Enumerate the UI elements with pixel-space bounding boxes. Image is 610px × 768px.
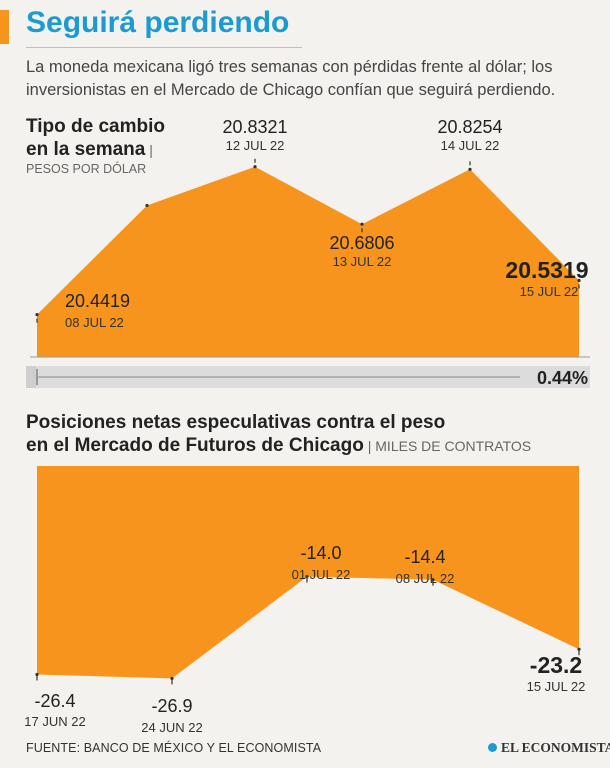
title-separator: |: [363, 438, 376, 454]
chart2-title-line2: en el Mercado de Futuros de Chicago: [26, 435, 364, 456]
positions-value: -14.4: [404, 547, 445, 567]
positions-date: 08 JUL 22: [396, 571, 455, 586]
exchange-rate-date: 12 JUL 22: [226, 138, 285, 153]
positions-date: 15 JUL 22: [527, 679, 586, 694]
change-bar-fill: [26, 366, 36, 388]
chart2-title: Posiciones netas especulativas contra el…: [26, 411, 531, 458]
exchange-rate-point: [468, 167, 472, 171]
page-title: Seguirá perdiendo: [26, 6, 290, 39]
positions-date: 24 JUN 22: [141, 720, 202, 735]
logo-text: EL ECONOMISTA: [501, 740, 610, 755]
chart1-title-line2: en la semana: [26, 139, 146, 160]
exchange-rate-area: [37, 166, 579, 357]
chart1-units: PESOS POR DÓLAR: [26, 162, 147, 176]
chart2-title-line1: Posiciones netas especulativas contra el…: [26, 412, 446, 433]
chart2-units: MILES DE CONTRATOS: [375, 438, 532, 454]
exchange-rate-date: 13 JUL 22: [333, 254, 392, 269]
positions-value: -26.4: [34, 691, 75, 711]
exchange-rate-value: 20.4419: [65, 291, 130, 311]
exchange-rate-date: 15 JUL 22: [520, 284, 579, 299]
change-value: 0.44%: [537, 368, 588, 388]
exchange-rate-value: 20.5319: [505, 257, 588, 283]
accent-bar: [0, 10, 9, 44]
logo-icon: [488, 743, 497, 752]
positions-date: 17 JUN 22: [24, 714, 85, 729]
positions-value: -14.0: [300, 543, 341, 563]
exchange-rate-value: 20.6806: [329, 233, 394, 253]
exchange-rate-point: [35, 313, 39, 317]
subtitle: La moneda mexicana ligó tres semanas con…: [26, 58, 556, 99]
exchange-rate-date: 08 JUL 22: [65, 315, 124, 330]
title-divider: [26, 47, 302, 48]
source-note: FUENTE: BANCO DE MÉXICO Y EL ECONOMISTA: [26, 741, 322, 755]
positions-point: [170, 676, 174, 681]
change-bar: 0.44%: [26, 366, 590, 388]
positions-value: -23.2: [530, 652, 582, 678]
exchange-rate-value: 20.8321: [222, 117, 287, 137]
exchange-rate-point: [577, 278, 581, 283]
title-separator: |: [145, 142, 153, 158]
exchange-rate-point: [145, 203, 149, 208]
positions-point: [35, 672, 39, 677]
publisher-logo: EL ECONOMISTA: [488, 740, 610, 756]
positions-point: [431, 578, 435, 582]
positions-point: [305, 574, 309, 579]
exchange-rate-value: 20.8254: [437, 117, 502, 137]
chart1-title-line1: Tipo de cambio: [26, 116, 166, 137]
chart1-title: Tipo de cambio en la semana |: [26, 115, 165, 162]
positions-point: [577, 647, 581, 651]
positions-date: 01 JUL 22: [292, 567, 351, 582]
positions-value: -26.9: [151, 696, 192, 716]
exchange-rate-point: [360, 222, 364, 226]
exchange-rate-date: 14 JUL 22: [441, 138, 500, 153]
exchange-rate-point: [253, 165, 257, 169]
positions-area: [37, 466, 579, 679]
